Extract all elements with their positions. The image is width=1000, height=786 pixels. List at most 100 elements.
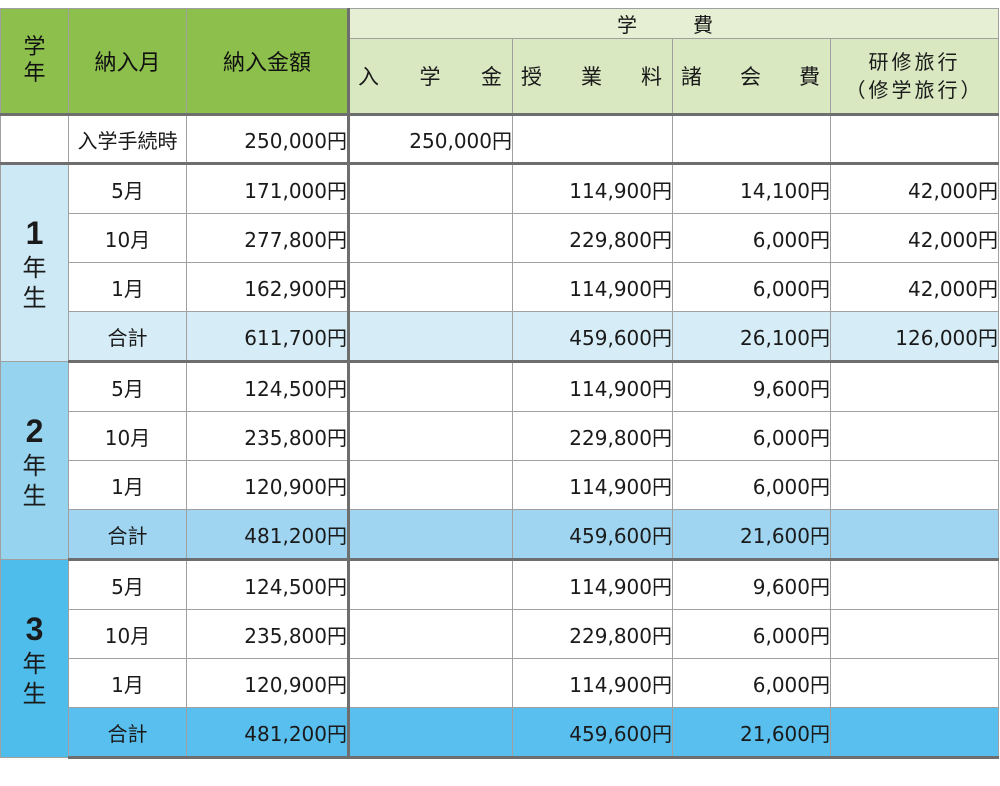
cell-misc: 6,000円	[672, 411, 831, 461]
total-row: 合計 611,700円 459,600円 26,100円 126,000円	[1, 311, 999, 363]
total-admission	[347, 707, 513, 759]
total-admission	[347, 311, 513, 363]
grade-label-b: 生	[22, 679, 47, 708]
header-month: 納入月	[68, 8, 187, 115]
cell-admission	[347, 658, 513, 708]
total-tuition: 459,600円	[512, 509, 673, 561]
cell-admission	[347, 559, 513, 610]
grade-2-label: 2 年 生	[0, 361, 69, 560]
header-misc: 諸 会 費	[672, 38, 831, 115]
header-grade-top: 学	[23, 35, 46, 60]
header-grade: 学 年	[0, 8, 69, 115]
cell-tuition: 229,800円	[512, 609, 673, 659]
cell-trip: 42,000円	[830, 213, 999, 263]
entry-grade-cell	[0, 113, 69, 165]
cell-month: 5月	[68, 559, 187, 610]
entry-admission: 250,000円	[347, 113, 513, 165]
grade-number: 2	[25, 412, 44, 449]
table-row: 10月 277,800円 229,800円 6,000円 42,000円	[1, 213, 999, 263]
header-tuition: 授 業 料	[512, 38, 673, 115]
total-amount: 481,200円	[186, 707, 349, 759]
header-trip-line1: 研修旅行	[868, 50, 961, 74]
total-tuition: 459,600円	[512, 311, 673, 363]
cell-amount: 277,800円	[186, 213, 349, 263]
cell-admission	[347, 262, 513, 312]
cell-amount: 171,000円	[186, 163, 349, 214]
cell-tuition: 229,800円	[512, 213, 673, 263]
grade-label-a: 年	[22, 254, 47, 282]
cell-admission	[347, 411, 513, 461]
cell-misc: 6,000円	[672, 213, 831, 263]
cell-trip	[830, 411, 999, 461]
entry-amount: 250,000円	[186, 113, 349, 165]
header-trip: 研修旅行 （修学旅行）	[830, 38, 999, 115]
cell-trip: 42,000円	[830, 163, 999, 214]
cell-amount: 235,800円	[186, 411, 349, 461]
total-trip	[830, 707, 999, 759]
grade-3-label: 3 年 生	[0, 559, 69, 758]
header-misc-char: 会	[740, 65, 761, 89]
total-month: 合計	[68, 509, 187, 561]
total-amount: 481,200円	[186, 509, 349, 561]
cell-trip	[830, 361, 999, 412]
cell-month: 1月	[68, 460, 187, 510]
entry-month: 入学手続時	[68, 113, 187, 165]
entry-misc	[672, 113, 831, 165]
total-tuition: 459,600円	[512, 707, 673, 759]
grade-label-a: 年	[22, 649, 47, 678]
cell-amount: 120,900円	[186, 658, 349, 708]
header-grade-bottom: 年	[23, 61, 46, 86]
table-row: 1月 162,900円 114,900円 6,000円 42,000円	[1, 262, 999, 312]
grade-number: 1	[25, 215, 44, 251]
cell-amount: 162,900円	[186, 262, 349, 312]
entry-row: 入学手続時 250,000円 250,000円	[0, 113, 999, 165]
table-row: 1 年 生 5月 171,000円 114,900円 14,100円 42,00…	[0, 163, 999, 362]
cell-month: 1月	[68, 262, 187, 312]
cell-trip	[830, 658, 999, 708]
cell-trip	[830, 559, 999, 610]
cell-misc: 9,600円	[672, 559, 831, 610]
cell-misc: 9,600円	[672, 361, 831, 412]
entry-trip	[830, 113, 999, 165]
header-admission-char: 学	[419, 65, 441, 89]
cell-tuition: 114,900円	[512, 163, 673, 214]
cell-tuition: 114,900円	[512, 361, 673, 412]
cell-misc: 6,000円	[672, 460, 831, 510]
total-row: 合計 481,200円 459,600円 21,600円	[1, 707, 999, 759]
cell-admission	[347, 609, 513, 659]
total-admission	[347, 509, 513, 561]
cell-admission	[347, 213, 513, 263]
cell-trip	[830, 609, 999, 659]
total-amount: 611,700円	[186, 311, 349, 363]
total-misc: 21,600円	[672, 509, 831, 561]
grade-number: 3	[25, 610, 44, 647]
grade-label-a: 年	[22, 451, 47, 480]
total-row: 合計 481,200円 459,600円 21,600円	[1, 509, 999, 561]
cell-misc: 6,000円	[672, 609, 831, 659]
cell-tuition: 114,900円	[512, 658, 673, 708]
total-trip: 126,000円	[830, 311, 999, 363]
header-tuition-char: 料	[641, 65, 662, 89]
header-fees-group: 学 費	[347, 8, 999, 39]
cell-month: 1月	[68, 658, 187, 708]
header-trip-line2: （修学旅行）	[845, 78, 984, 102]
cell-tuition: 114,900円	[512, 460, 673, 510]
grade-label-b: 生	[22, 284, 47, 312]
header-misc-char: 諸	[681, 65, 702, 89]
cell-month: 5月	[68, 361, 187, 412]
grade-label-b: 生	[22, 481, 47, 510]
table-row: 2 年 生 5月 124,500円 114,900円 9,600円	[0, 361, 999, 560]
school-fee-table: 学 年 納入月 納入金額 学 費 入 学 金 授 業 料	[0, 8, 999, 759]
cell-admission	[347, 460, 513, 510]
table-row: 10月 235,800円 229,800円 6,000円	[1, 411, 999, 461]
cell-misc: 6,000円	[672, 658, 831, 708]
table-row: 1月 120,900円 114,900円 6,000円	[1, 658, 999, 708]
total-misc: 26,100円	[672, 311, 831, 363]
cell-trip: 42,000円	[830, 262, 999, 312]
cell-admission	[347, 163, 513, 214]
cell-amount: 124,500円	[186, 361, 349, 412]
cell-month: 10月	[68, 213, 187, 263]
cell-tuition: 114,900円	[512, 559, 673, 610]
total-misc: 21,600円	[672, 707, 831, 759]
entry-tuition	[512, 113, 673, 165]
